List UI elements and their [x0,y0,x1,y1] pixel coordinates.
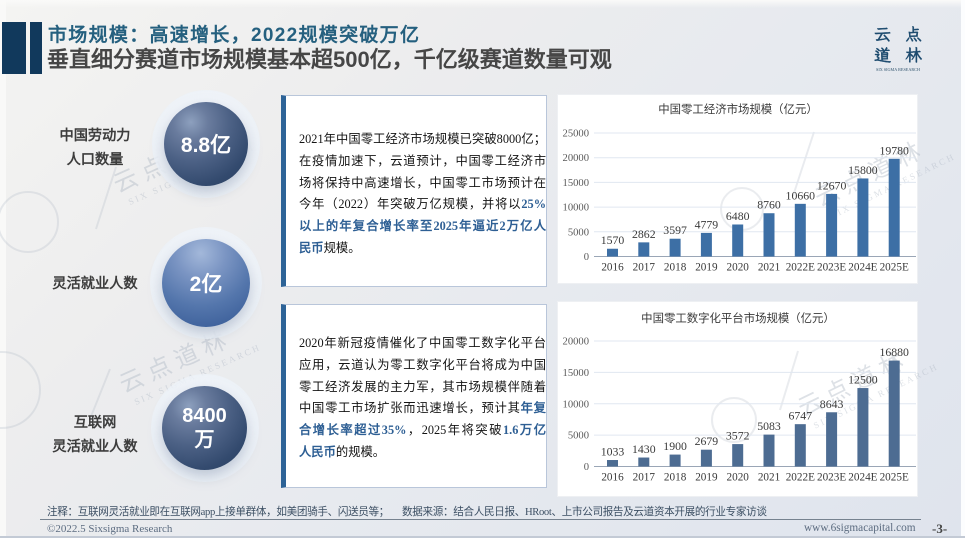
svg-text:4779: 4779 [695,217,719,231]
svg-text:6747: 6747 [789,409,813,423]
svg-text:2016: 2016 [601,262,624,274]
svg-text:1570: 1570 [601,233,625,247]
svg-text:15800: 15800 [848,163,878,177]
svg-text:中国零工数字化平台市场规模（亿元）: 中国零工数字化平台市场规模（亿元） [641,311,835,325]
svg-text:1900: 1900 [663,439,687,453]
svg-text:2019: 2019 [695,472,718,484]
svg-text:10660: 10660 [786,188,816,202]
svg-text:2021: 2021 [758,472,780,484]
svg-text:2017: 2017 [633,472,656,484]
svg-text:15000: 15000 [563,178,589,189]
svg-text:10000: 10000 [563,399,589,410]
svg-text:2024E: 2024E [848,262,877,274]
svg-text:2021: 2021 [758,262,780,274]
svg-text:0: 0 [584,252,589,263]
svg-text:2679: 2679 [695,434,719,448]
svg-text:2025E: 2025E [880,472,909,484]
svg-text:3597: 3597 [663,223,687,237]
svg-text:16880: 16880 [879,345,909,359]
svg-text:2023E: 2023E [817,472,846,484]
svg-text:2025E: 2025E [880,262,909,274]
svg-text:8760: 8760 [757,198,781,212]
svg-text:20000: 20000 [563,337,589,348]
svg-text:2022E: 2022E [786,472,815,484]
svg-text:2024E: 2024E [848,472,877,484]
svg-text:25000: 25000 [563,129,589,140]
svg-text:2018: 2018 [664,472,687,484]
svg-text:5000: 5000 [568,227,589,238]
svg-text:8643: 8643 [820,397,844,411]
svg-text:2017: 2017 [633,262,656,274]
svg-text:2016: 2016 [601,472,624,484]
svg-text:2020: 2020 [727,472,750,484]
svg-text:20000: 20000 [563,153,589,164]
svg-text:中国零工经济市场规模（亿元）: 中国零工经济市场规模（亿元） [658,102,817,116]
svg-text:2018: 2018 [664,262,687,274]
svg-text:5083: 5083 [757,419,781,433]
svg-text:6480: 6480 [726,209,750,223]
svg-text:2019: 2019 [695,262,718,274]
svg-text:12500: 12500 [848,373,878,387]
svg-text:1430: 1430 [632,442,656,456]
svg-text:2022E: 2022E [786,262,815,274]
svg-text:2020: 2020 [727,262,750,274]
svg-text:3572: 3572 [726,429,750,443]
svg-text:12670: 12670 [817,178,847,192]
svg-text:15000: 15000 [563,368,589,379]
svg-text:2023E: 2023E [817,262,846,274]
svg-text:5000: 5000 [568,431,589,442]
svg-text:10000: 10000 [563,203,589,214]
svg-text:1033: 1033 [601,445,625,459]
svg-text:0: 0 [584,462,589,473]
svg-text:19780: 19780 [879,143,909,157]
svg-text:2862: 2862 [632,227,656,241]
